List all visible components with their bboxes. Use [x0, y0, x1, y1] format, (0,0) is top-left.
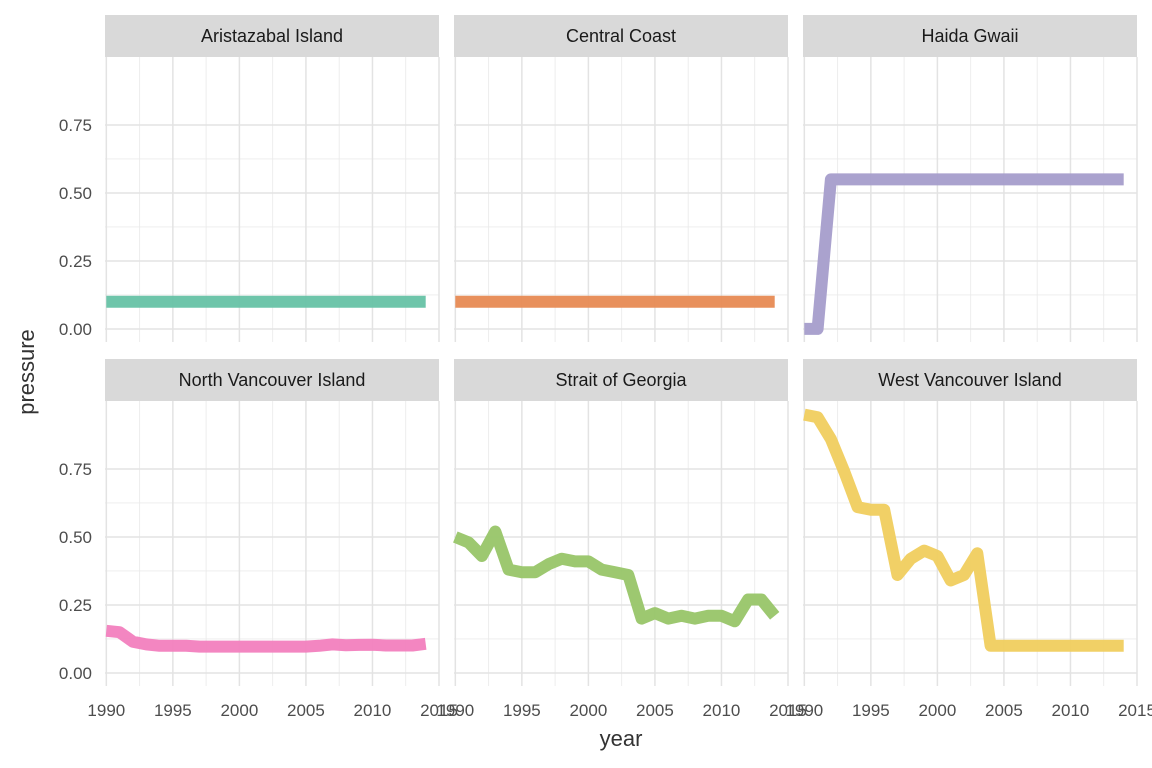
strip-label: North Vancouver Island: [179, 370, 366, 390]
panel-strait-of-georgia: Strait of Georgia: [453, 359, 789, 686]
y-tick-label: 0.75: [59, 460, 92, 479]
strip-background: [454, 359, 788, 401]
x-axis-title: year: [600, 726, 643, 751]
x-tick-label: 2010: [703, 701, 741, 720]
x-tick-label: 2005: [287, 701, 325, 720]
x-tick-label: 2005: [636, 701, 674, 720]
series-line-west-vancouver-island: [803, 408, 1124, 652]
y-axis-title: pressure: [14, 329, 39, 415]
y-tick-label: 0.50: [59, 528, 92, 547]
y-tick-label: 0.25: [59, 252, 92, 271]
x-tick-label: 2005: [985, 701, 1023, 720]
series-line-strait-of-georgia: [453, 525, 780, 628]
y-tick-label: 0.50: [59, 184, 92, 203]
x-tick-label: 2000: [220, 701, 258, 720]
x-tick-label: 2010: [354, 701, 392, 720]
strip-background: [803, 15, 1137, 57]
panel-aristazabal-island: Aristazabal Island: [105, 15, 440, 342]
strip-background: [105, 15, 439, 57]
series-line-haida-gwaii: [804, 173, 1124, 335]
panel-north-vancouver-island: North Vancouver Island: [105, 359, 440, 686]
x-tick-label: 2010: [1052, 701, 1090, 720]
x-tick-label: 1990: [785, 701, 823, 720]
series-line-north-vancouver-island: [105, 624, 427, 653]
x-tick-label: 1995: [503, 701, 541, 720]
x-tick-label: 1990: [436, 701, 474, 720]
strip-label: Strait of Georgia: [555, 370, 687, 390]
panel-west-vancouver-island: West Vancouver Island: [803, 359, 1138, 686]
strip-label: Haida Gwaii: [921, 26, 1018, 46]
y-tick-label: 0.75: [59, 116, 92, 135]
y-axes: 0.00 0.25 0.50 0.75 0.00 0.25 0.50 0.75: [59, 116, 92, 683]
panel-central-coast: Central Coast: [454, 15, 789, 342]
strip-background: [454, 15, 788, 57]
facet-panels: Aristazabal Island Central Coast Haida Gwa…: [105, 15, 1138, 686]
panel-haida-gwaii: Haida Gwaii: [803, 15, 1138, 342]
strip-label: Aristazabal Island: [201, 26, 343, 46]
strip-background: [803, 359, 1137, 401]
x-tick-label: 1995: [852, 701, 890, 720]
y-tick-label: 0.00: [59, 320, 92, 339]
y-tick-label: 0.00: [59, 664, 92, 683]
strip-label: West Vancouver Island: [878, 370, 1061, 390]
x-tick-label: 1995: [154, 701, 192, 720]
strip-background: [105, 359, 439, 401]
strip-label: Central Coast: [566, 26, 676, 46]
x-tick-label: 1990: [87, 701, 125, 720]
x-tick-label: 2015: [1118, 701, 1152, 720]
x-tick-label: 2015: [769, 701, 807, 720]
x-tick-label: 2000: [569, 701, 607, 720]
y-tick-label: 0.25: [59, 596, 92, 615]
x-tick-label: 2000: [918, 701, 956, 720]
x-tick-label: 2015: [420, 701, 458, 720]
